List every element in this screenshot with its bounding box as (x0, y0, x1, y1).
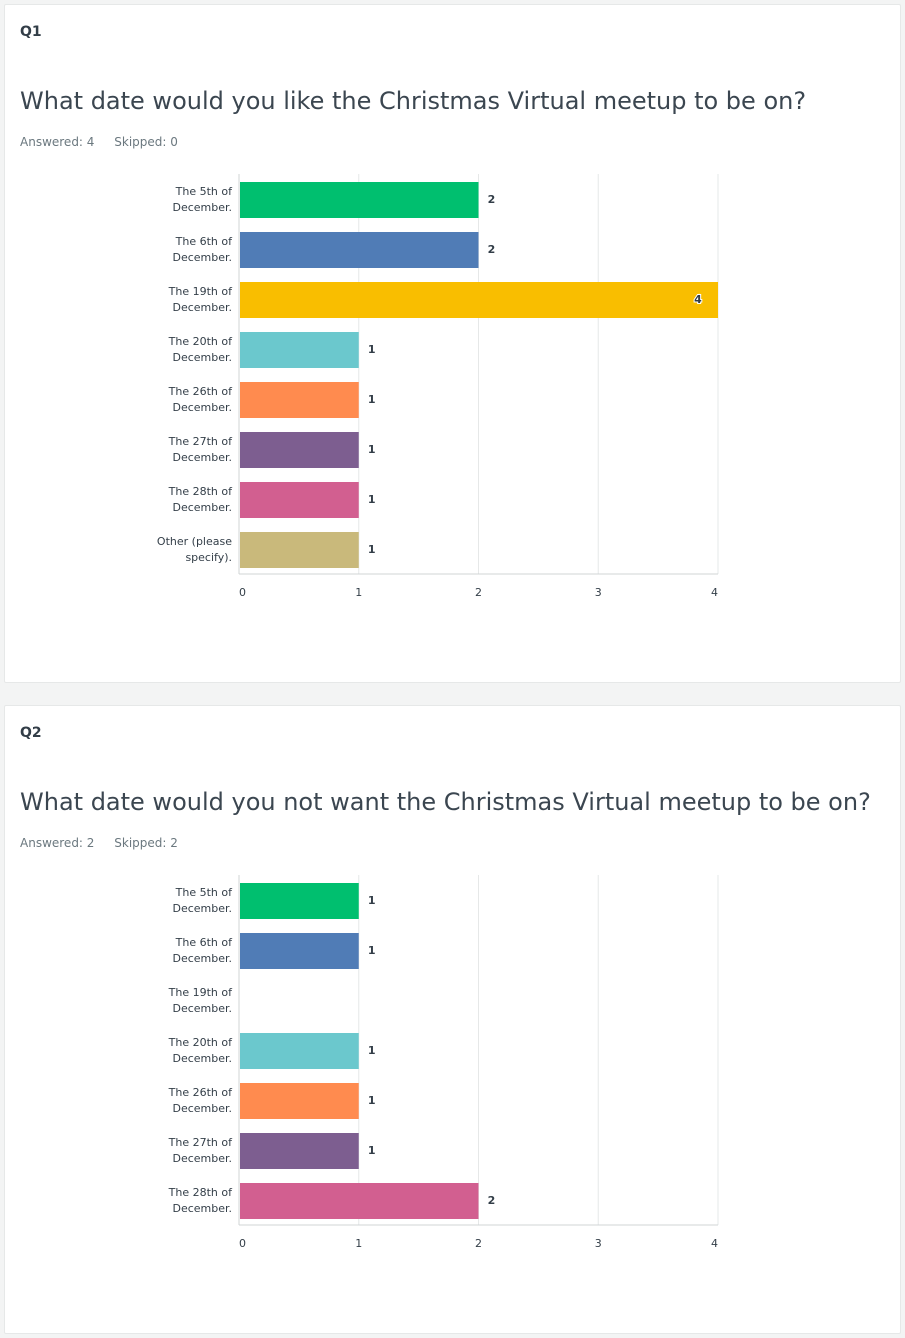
question-card-q2: Q2 What date would you not want the Chri… (4, 705, 901, 1334)
category-label: The 27th of December. (168, 1136, 233, 1165)
x-tick-label: 3 (595, 1237, 602, 1250)
category-label: The 6th of December. (172, 235, 233, 264)
category-label-line: December. (172, 301, 232, 314)
category-label-line: The 6th of (175, 235, 233, 248)
category-label-line: December. (172, 952, 232, 965)
category-label: The 5th of December. (172, 185, 233, 214)
category-label: The 19th of December. (168, 285, 233, 314)
category-label-line: December. (172, 1152, 232, 1165)
data-label: 1 (368, 493, 376, 506)
category-label: The 20th of December. (168, 1036, 233, 1065)
data-label: 1 (368, 1144, 376, 1157)
question-number: Q2 (20, 725, 42, 741)
bar (240, 282, 718, 318)
x-tick-label: 4 (711, 586, 718, 599)
category-label: The 26th of December. (168, 1086, 233, 1115)
category-label-line: December. (172, 1052, 232, 1065)
data-label: 1 (368, 944, 376, 957)
x-tick-label: 2 (475, 1237, 482, 1250)
data-label: 2 (488, 193, 496, 206)
bar (240, 883, 359, 919)
bar (240, 432, 359, 468)
category-label-line: The 27th of (168, 435, 233, 448)
category-label-line: December. (172, 902, 232, 915)
category-label-line: December. (172, 501, 232, 514)
category-label-line: The 19th of (168, 285, 233, 298)
bar (240, 1183, 479, 1219)
category-label-line: The 5th of (175, 886, 233, 899)
data-label: 2 (488, 1194, 496, 1207)
bar (240, 532, 359, 568)
category-label-line: December. (172, 401, 232, 414)
bar (240, 232, 479, 268)
category-label-line: The 6th of (175, 936, 233, 949)
bar-chart-q1: 0 1 2 3 4 The 5th of December. 2 The 6th of Decem… (157, 174, 719, 599)
category-label-line: The 26th of (168, 385, 233, 398)
bar (240, 1033, 359, 1069)
bar (240, 382, 359, 418)
x-tick-label: 0 (239, 586, 246, 599)
category-label-line: Other (please (157, 535, 232, 548)
category-label-line: December. (172, 351, 232, 364)
response-stats: Answered: 4 Skipped: 0 (20, 135, 178, 149)
data-label: 1 (368, 543, 376, 556)
data-label: 4 (694, 293, 702, 306)
category-label-line: December. (172, 1002, 232, 1015)
question-title: What date would you not want the Christm… (20, 788, 871, 816)
category-label-line: The 27th of (168, 1136, 233, 1149)
data-label: 1 (368, 393, 376, 406)
question-number: Q1 (20, 24, 42, 40)
category-label-line: The 28th of (168, 485, 233, 498)
bar (240, 1083, 359, 1119)
x-tick-label: 3 (595, 586, 602, 599)
category-label: The 6th of December. (172, 936, 233, 965)
data-label: 1 (368, 443, 376, 456)
category-label: The 27th of December. (168, 435, 233, 464)
response-stats: Answered: 2 Skipped: 2 (20, 836, 178, 850)
data-label: 1 (368, 894, 376, 907)
category-label-line: December. (172, 1102, 232, 1115)
category-label: The 20th of December. (168, 335, 233, 364)
category-label: The 28th of December. (168, 485, 233, 514)
answered-count: Answered: 4 (20, 135, 95, 149)
category-label: The 28th of December. (168, 1186, 233, 1215)
skipped-count: Skipped: 2 (114, 836, 178, 850)
category-label-line: December. (172, 1202, 232, 1215)
data-label: 1 (368, 343, 376, 356)
category-label-line: The 26th of (168, 1086, 233, 1099)
bar (240, 332, 359, 368)
category-label: The 26th of December. (168, 385, 233, 414)
category-label-line: The 28th of (168, 1186, 233, 1199)
category-label-line: December. (172, 451, 232, 464)
x-tick-label: 0 (239, 1237, 246, 1250)
bar (240, 933, 359, 969)
data-label: 1 (368, 1044, 376, 1057)
category-label: The 19th of December. (168, 986, 233, 1015)
data-label: 2 (488, 243, 496, 256)
bar (240, 1133, 359, 1169)
question-title: What date would you like the Christmas V… (20, 87, 807, 115)
x-tick-label: 1 (355, 1237, 362, 1250)
skipped-count: Skipped: 0 (114, 135, 178, 149)
category-label: Other (please specify). (157, 535, 232, 564)
question-card-q1: Q1 What date would you like the Christma… (4, 4, 901, 683)
category-label: The 5th of December. (172, 886, 233, 915)
x-tick-label: 4 (711, 1237, 718, 1250)
category-label-line: December. (172, 251, 232, 264)
category-label-line: The 20th of (168, 1036, 233, 1049)
x-tick-label: 1 (355, 586, 362, 599)
category-label-line: The 19th of (168, 986, 233, 999)
bar (240, 182, 479, 218)
category-label-line: The 5th of (175, 185, 233, 198)
x-tick-label: 2 (475, 586, 482, 599)
category-label-line: specify). (185, 551, 232, 564)
bar-chart-q2: 0 1 2 3 4 The 5th of December. 1 The 6th of Decem… (168, 875, 719, 1250)
bar (240, 482, 359, 518)
category-label-line: December. (172, 201, 232, 214)
data-label: 1 (368, 1094, 376, 1107)
answered-count: Answered: 2 (20, 836, 95, 850)
category-label-line: The 20th of (168, 335, 233, 348)
